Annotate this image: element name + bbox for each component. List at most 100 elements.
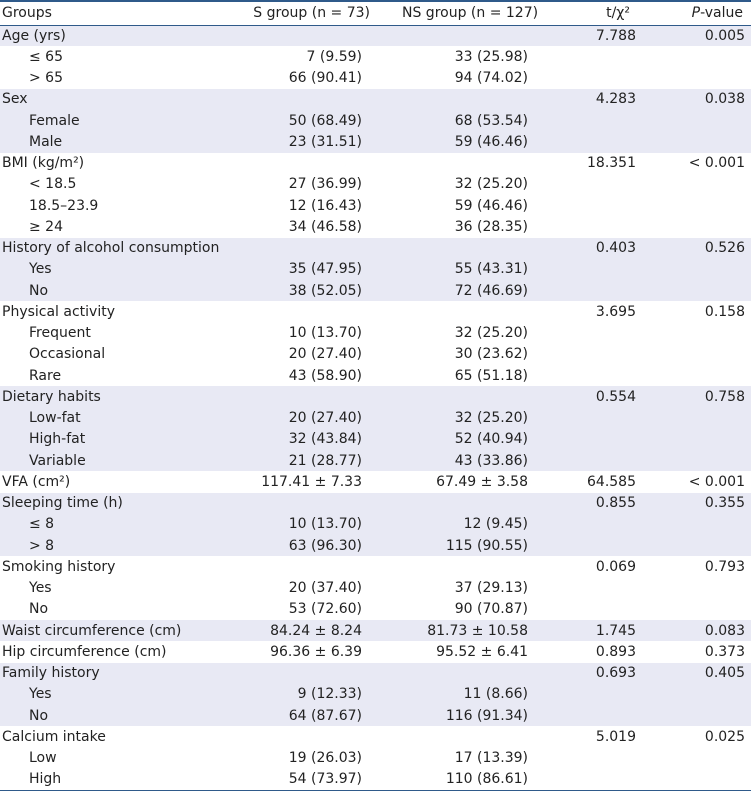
cell-p-value — [660, 428, 751, 450]
row-label: > 8 — [0, 535, 230, 557]
cell-ns-group: 11 (8.66) — [400, 683, 570, 705]
cell-t-value: 0.893 — [595, 643, 636, 660]
cell-t-value: 18.351 — [587, 155, 636, 172]
table-row: Sex 4.283 0.038 — [0, 88, 751, 110]
row-label: Dietary habits — [0, 386, 230, 408]
cell-t-value — [570, 407, 660, 429]
cell-t-value — [570, 258, 660, 280]
cell-t-value: 0.069 — [595, 558, 636, 575]
cell-p-value: 0.025 — [704, 728, 745, 745]
cell-p-value — [660, 195, 751, 216]
cell-p-value: < 0.001 — [688, 155, 745, 172]
cell-ns-group — [400, 153, 570, 174]
header-p-value: P-value — [660, 0, 751, 26]
cell-s-group — [230, 662, 400, 684]
table-row: High-fat 32 (43.84) 52 (40.94) — [0, 428, 751, 450]
cell-t-value: 64.585 — [587, 473, 636, 490]
cell-t-value — [570, 195, 660, 216]
row-label: No — [29, 601, 49, 618]
cell-p-value — [660, 578, 751, 599]
cell-ns-group: 68 (53.54) — [400, 110, 570, 132]
row-label: Sleeping time (h) — [0, 492, 230, 514]
header-p-suffix: -value — [700, 5, 743, 22]
cell-s-group: 96.36 ± 6.39 — [270, 643, 362, 660]
cell-t-value: 0.693 — [570, 662, 660, 684]
cell-s-group: 84.24 ± 8.24 — [230, 620, 400, 642]
cell-t-value: 4.283 — [570, 88, 660, 110]
cell-p-value: 0.758 — [660, 386, 751, 408]
cell-t-value — [570, 578, 660, 599]
row-label: Smoking history — [2, 558, 116, 575]
cell-p-value: < 0.001 — [688, 473, 745, 490]
row-label: Sex — [0, 88, 230, 110]
cell-s-group: 27 (36.99) — [288, 176, 362, 193]
table-row: Age (yrs) 7.788 0.005 — [0, 25, 751, 47]
table-row: Female 50 (68.49) 68 (53.54) — [0, 110, 751, 132]
cell-t-value — [570, 174, 660, 195]
cell-p-value — [660, 748, 751, 769]
cell-ns-group: 55 (43.31) — [400, 258, 570, 280]
row-label: Physical activity — [2, 303, 116, 320]
cell-p-value — [660, 705, 751, 727]
cell-s-group — [230, 301, 400, 322]
cell-p-value — [660, 216, 751, 237]
cell-s-group: 117.41 ± 7.33 — [261, 473, 362, 490]
cell-s-group: 9 (12.33) — [230, 683, 400, 705]
cell-ns-group: 33 (25.98) — [454, 48, 528, 65]
table-row: > 65 66 (90.41) 94 (74.02) — [0, 68, 751, 89]
table-row: History of alcohol consumption 0.403 0.526 — [0, 237, 751, 259]
table-body: Age (yrs) 7.788 0.005 ≤ 65 7 (9.59) 33 (25.98… — [0, 25, 751, 791]
row-label: Variable — [0, 450, 230, 472]
cell-p-value — [660, 513, 751, 535]
cell-p-value — [660, 344, 751, 365]
cell-t-value — [570, 599, 660, 620]
header-t-chi2-text: t/χ² — [606, 5, 630, 22]
table-row: Occasional 20 (27.40) 30 (23.62) — [0, 344, 751, 365]
table-row: BMI (kg/m²) 18.351 < 0.001 — [0, 153, 751, 174]
cell-ns-group — [400, 88, 570, 110]
cell-ns-group — [400, 237, 570, 259]
table-row: Waist circumference (cm) 84.24 ± 8.24 81.7… — [0, 620, 751, 642]
row-label: High — [0, 768, 230, 791]
cell-s-group: 20 (27.40) — [288, 346, 362, 363]
cell-s-group: 19 (26.03) — [288, 750, 362, 767]
cell-ns-group: 95.52 ± 6.41 — [436, 643, 528, 660]
cell-s-group: 38 (52.05) — [230, 280, 400, 302]
row-label: No — [0, 280, 230, 302]
cell-t-value — [570, 683, 660, 705]
table-row: Yes 20 (37.40) 37 (29.13) — [0, 578, 751, 599]
cell-s-group — [230, 492, 400, 514]
table-row: ≤ 8 10 (13.70) 12 (9.45) — [0, 513, 751, 535]
table-row: Calcium intake 5.019 0.025 — [0, 726, 751, 747]
cell-ns-group: 30 (23.62) — [454, 346, 528, 363]
cell-p-value — [660, 131, 751, 153]
cell-t-value — [570, 323, 660, 344]
table-row: 18.5–23.9 12 (16.43) 59 (46.46) — [0, 195, 751, 216]
header-p-letter: P — [691, 5, 701, 22]
cell-ns-group: 116 (91.34) — [400, 705, 570, 727]
row-label: Male — [0, 131, 230, 153]
cell-p-value: 0.373 — [704, 643, 745, 660]
cell-ns-group — [400, 25, 570, 47]
cell-p-value — [660, 110, 751, 132]
cell-t-value: 1.745 — [570, 620, 660, 642]
cell-p-value: 0.038 — [660, 88, 751, 110]
cell-t-value — [570, 705, 660, 727]
cell-ns-group: 36 (28.35) — [454, 218, 528, 235]
header-groups: Groups — [0, 0, 230, 26]
cell-t-value — [570, 280, 660, 302]
cell-t-value — [570, 748, 660, 769]
table-row: > 8 63 (96.30) 115 (90.55) — [0, 535, 751, 557]
cell-t-value — [570, 450, 660, 472]
cell-p-value: 0.405 — [660, 662, 751, 684]
cell-t-value — [570, 535, 660, 557]
cell-t-value — [570, 513, 660, 535]
cell-ns-group — [400, 662, 570, 684]
cell-s-group: 50 (68.49) — [230, 110, 400, 132]
cell-t-value — [570, 428, 660, 450]
cell-ns-group: 32 (25.20) — [454, 176, 528, 193]
cell-s-group: 63 (96.30) — [230, 535, 400, 557]
row-label: Yes — [0, 258, 230, 280]
cell-p-value — [660, 450, 751, 472]
